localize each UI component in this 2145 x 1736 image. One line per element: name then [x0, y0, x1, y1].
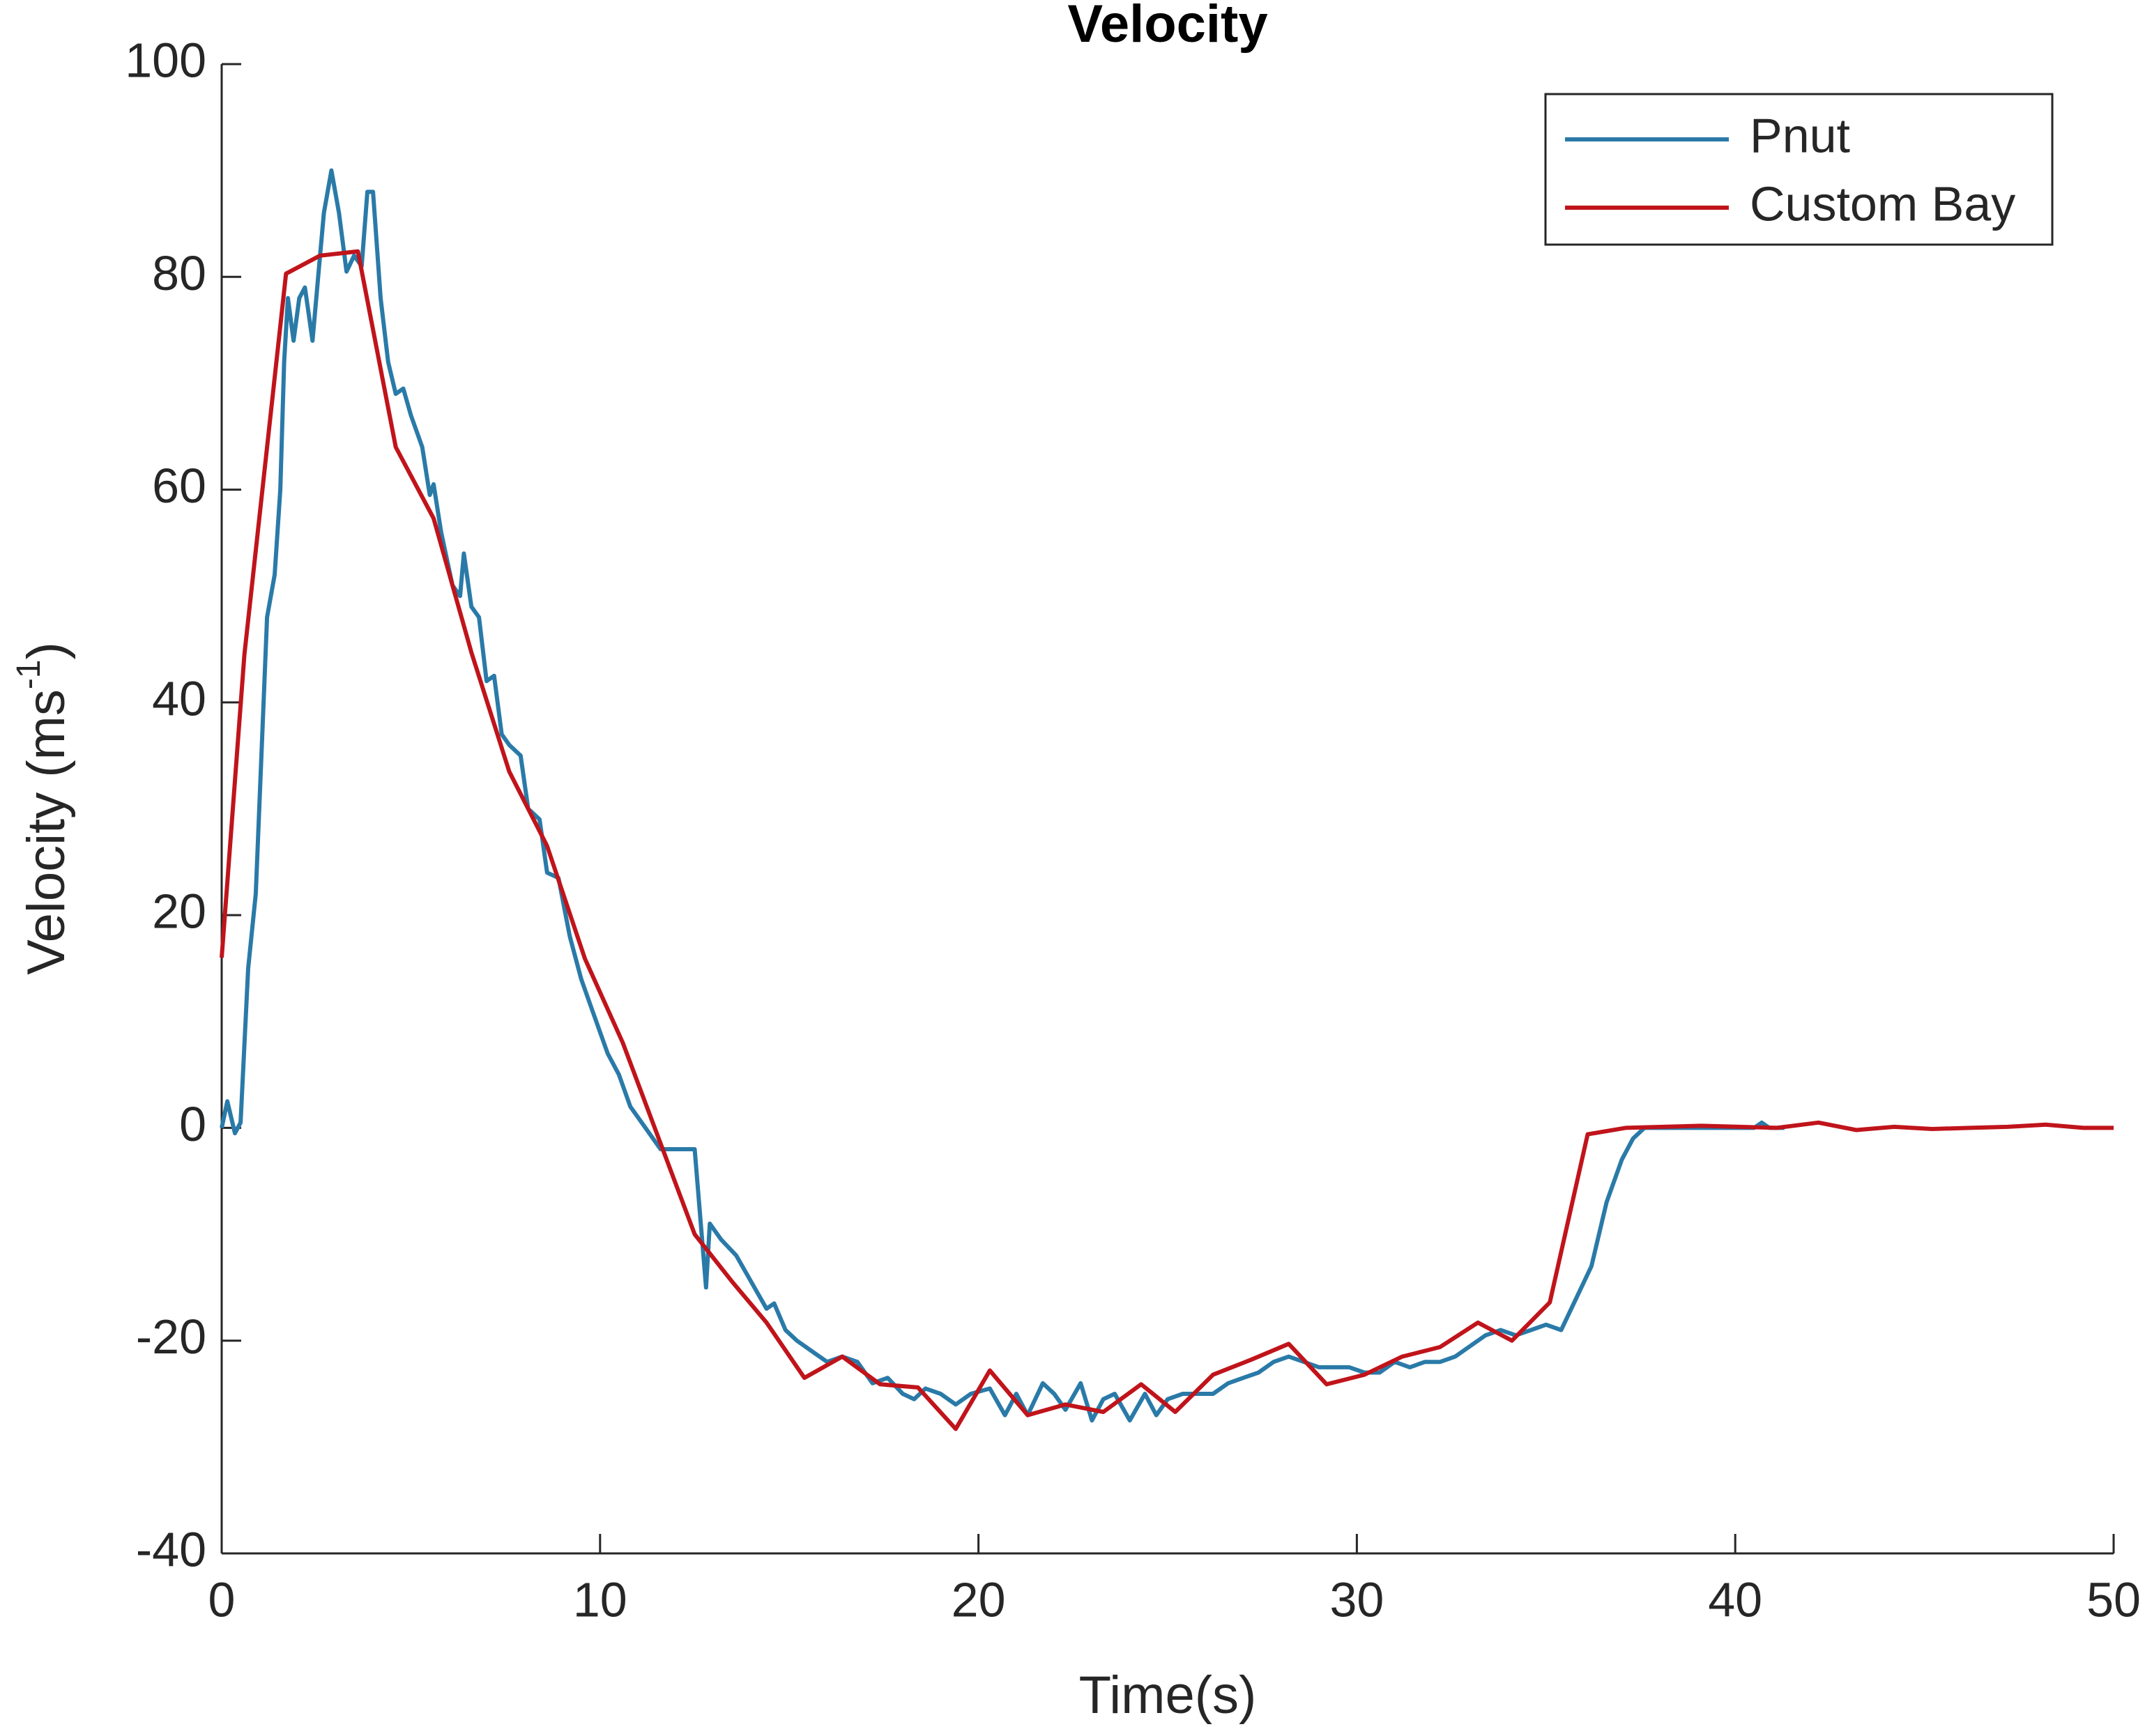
y-tick-label: 40 [152, 671, 206, 725]
chart-title: Velocity [1067, 0, 1267, 54]
legend-label: Pnut [1750, 108, 1850, 162]
x-tick-label: 50 [2086, 1572, 2141, 1627]
x-tick-label: 30 [1329, 1572, 1384, 1627]
y-tick-label: 60 [152, 459, 206, 513]
y-axis-label-main: Velocity (ms [17, 689, 76, 975]
legend-label: Custom Bay [1750, 176, 2015, 231]
x-tick-label: 0 [208, 1572, 236, 1627]
y-axis-label: Velocity (ms-1) [10, 642, 76, 975]
y-tick-label: 80 [152, 246, 206, 300]
y-tick-label: 0 [179, 1097, 206, 1151]
legend-box [1544, 93, 2054, 246]
x-tick-label: 10 [573, 1572, 627, 1627]
y-tick-label: 100 [125, 33, 206, 87]
x-axis-label: Time(s) [1079, 1666, 1257, 1725]
y-tick-label: 20 [152, 884, 206, 939]
y-tick-label: -20 [136, 1309, 206, 1364]
y-tick-label: -40 [136, 1522, 206, 1576]
y-axis-label-end: ) [17, 642, 76, 659]
series-line [220, 168, 1785, 1423]
y-axis-label-sup: -1 [10, 659, 47, 689]
x-tick-label: 40 [1708, 1572, 1762, 1627]
x-tick-label: 20 [952, 1572, 1006, 1627]
series-line [220, 249, 2114, 1431]
